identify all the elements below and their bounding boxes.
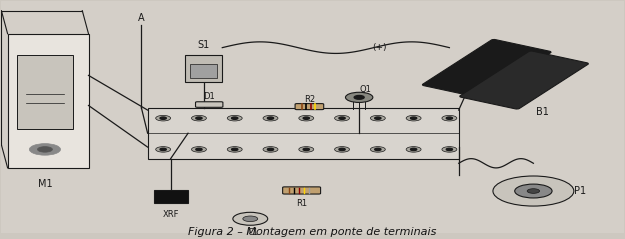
Circle shape bbox=[232, 148, 238, 151]
Circle shape bbox=[233, 212, 268, 225]
Circle shape bbox=[442, 115, 457, 121]
Circle shape bbox=[38, 147, 53, 152]
Circle shape bbox=[375, 117, 381, 119]
Circle shape bbox=[228, 115, 242, 121]
Circle shape bbox=[196, 148, 202, 151]
Text: R1: R1 bbox=[296, 199, 308, 208]
FancyBboxPatch shape bbox=[282, 187, 321, 194]
Circle shape bbox=[160, 148, 166, 151]
Circle shape bbox=[191, 147, 206, 152]
Circle shape bbox=[299, 147, 314, 152]
Circle shape bbox=[406, 115, 421, 121]
FancyBboxPatch shape bbox=[8, 34, 89, 168]
Text: R2: R2 bbox=[304, 95, 315, 104]
Circle shape bbox=[242, 216, 258, 222]
Circle shape bbox=[196, 117, 202, 119]
Circle shape bbox=[354, 96, 364, 99]
Text: P1: P1 bbox=[574, 186, 586, 196]
FancyBboxPatch shape bbox=[196, 102, 223, 107]
Text: S1: S1 bbox=[198, 40, 210, 50]
FancyBboxPatch shape bbox=[459, 51, 589, 109]
Circle shape bbox=[303, 117, 309, 119]
Text: (+): (+) bbox=[372, 43, 387, 52]
Circle shape bbox=[446, 148, 452, 151]
Circle shape bbox=[406, 147, 421, 152]
FancyBboxPatch shape bbox=[422, 39, 551, 98]
Text: Figura 2 – Montagem em ponte de terminais: Figura 2 – Montagem em ponte de terminai… bbox=[188, 227, 437, 237]
Circle shape bbox=[339, 148, 345, 151]
FancyBboxPatch shape bbox=[185, 54, 222, 82]
Circle shape bbox=[334, 147, 349, 152]
Circle shape bbox=[156, 147, 171, 152]
Circle shape bbox=[411, 148, 417, 151]
Text: XRF: XRF bbox=[163, 210, 179, 218]
Text: C1: C1 bbox=[248, 228, 259, 237]
Text: Q1: Q1 bbox=[359, 85, 371, 94]
Circle shape bbox=[29, 144, 61, 155]
FancyBboxPatch shape bbox=[295, 104, 324, 110]
Circle shape bbox=[527, 189, 539, 193]
Circle shape bbox=[446, 117, 452, 119]
Circle shape bbox=[268, 148, 274, 151]
FancyBboxPatch shape bbox=[148, 108, 459, 159]
Circle shape bbox=[191, 115, 206, 121]
Circle shape bbox=[156, 115, 171, 121]
Circle shape bbox=[339, 117, 345, 119]
Circle shape bbox=[228, 147, 242, 152]
Circle shape bbox=[268, 117, 274, 119]
Circle shape bbox=[493, 176, 574, 206]
Circle shape bbox=[303, 148, 309, 151]
Circle shape bbox=[515, 184, 552, 198]
Circle shape bbox=[346, 92, 373, 103]
Circle shape bbox=[442, 147, 457, 152]
Circle shape bbox=[263, 115, 278, 121]
Circle shape bbox=[371, 147, 385, 152]
FancyBboxPatch shape bbox=[17, 54, 73, 129]
Text: M1: M1 bbox=[38, 179, 53, 190]
FancyBboxPatch shape bbox=[154, 190, 188, 203]
Circle shape bbox=[160, 117, 166, 119]
Circle shape bbox=[411, 117, 417, 119]
FancyBboxPatch shape bbox=[190, 64, 218, 78]
Text: A: A bbox=[138, 13, 145, 22]
Circle shape bbox=[299, 115, 314, 121]
Circle shape bbox=[375, 148, 381, 151]
Circle shape bbox=[263, 147, 278, 152]
Text: B1: B1 bbox=[536, 107, 549, 117]
Text: D1: D1 bbox=[203, 92, 215, 101]
Circle shape bbox=[334, 115, 349, 121]
Circle shape bbox=[232, 117, 238, 119]
Circle shape bbox=[371, 115, 385, 121]
